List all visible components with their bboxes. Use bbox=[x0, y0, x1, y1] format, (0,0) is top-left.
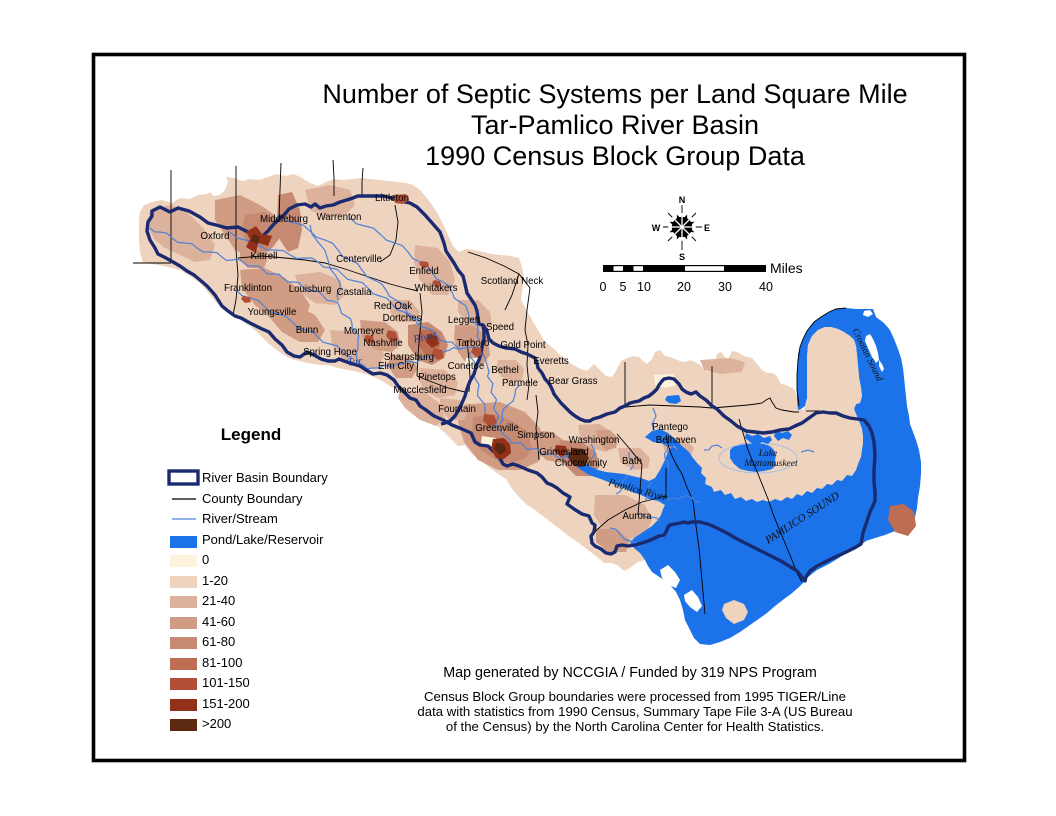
svg-text:Belhaven: Belhaven bbox=[656, 435, 696, 446]
svg-text:Scotland Neck: Scotland Neck bbox=[481, 276, 544, 287]
svg-text:Red Oak: Red Oak bbox=[374, 301, 412, 312]
svg-text:Speed: Speed bbox=[486, 322, 514, 333]
svg-text:61-80: 61-80 bbox=[202, 634, 235, 649]
svg-text:Centerville: Centerville bbox=[336, 254, 382, 265]
svg-text:Tar: Tar bbox=[347, 355, 364, 369]
svg-text:County Boundary: County Boundary bbox=[202, 491, 303, 506]
svg-text:101-150: 101-150 bbox=[202, 675, 250, 690]
svg-text:Greenville: Greenville bbox=[475, 423, 519, 434]
svg-text:Grimesland: Grimesland bbox=[539, 447, 589, 458]
svg-text:Pantego: Pantego bbox=[652, 422, 688, 433]
svg-text:E: E bbox=[704, 223, 710, 233]
svg-text:Enfield: Enfield bbox=[409, 266, 439, 277]
svg-text:40: 40 bbox=[759, 280, 773, 294]
svg-text:River/Stream: River/Stream bbox=[202, 511, 278, 526]
svg-text:Warrenton: Warrenton bbox=[317, 212, 362, 223]
svg-text:Miles: Miles bbox=[770, 260, 803, 276]
svg-text:1-20: 1-20 bbox=[202, 573, 228, 588]
svg-text:W: W bbox=[652, 223, 661, 233]
svg-text:Franklinton: Franklinton bbox=[224, 283, 272, 294]
svg-text:Bear Grass: Bear Grass bbox=[549, 376, 598, 387]
svg-text:Parmele: Parmele bbox=[502, 378, 538, 389]
svg-text:Whitakers: Whitakers bbox=[414, 283, 457, 294]
svg-text:20: 20 bbox=[677, 280, 691, 294]
svg-text:Littleton: Littleton bbox=[375, 193, 409, 204]
svg-text:1990 Census Block Group Data: 1990 Census Block Group Data bbox=[425, 141, 806, 171]
svg-text:Dortches: Dortches bbox=[383, 313, 422, 324]
svg-text:Census Block Group boundaries: Census Block Group boundaries were proce… bbox=[424, 689, 846, 704]
svg-text:Spring Hope: Spring Hope bbox=[303, 347, 357, 358]
svg-text:Tarboro: Tarboro bbox=[457, 338, 490, 349]
svg-text:Gold Point: Gold Point bbox=[500, 340, 546, 351]
svg-text:Leggett: Leggett bbox=[448, 315, 481, 326]
svg-text:41-60: 41-60 bbox=[202, 614, 235, 629]
svg-text:data with statistics from 1990: data with statistics from 1990 Census, S… bbox=[417, 704, 852, 719]
svg-text:0: 0 bbox=[600, 280, 607, 294]
svg-text:Chocowinity: Chocowinity bbox=[555, 458, 607, 469]
svg-text:Legend: Legend bbox=[221, 425, 281, 444]
svg-text:Bath: Bath bbox=[622, 456, 642, 467]
svg-text:Pond/Lake/Reservoir: Pond/Lake/Reservoir bbox=[202, 532, 324, 547]
svg-text:Everetts: Everetts bbox=[533, 356, 569, 367]
svg-text:S: S bbox=[679, 252, 685, 262]
svg-text:5: 5 bbox=[620, 280, 627, 294]
svg-text:Aurora: Aurora bbox=[622, 511, 652, 522]
svg-text:of the Census) by the North Ca: of the Census) by the North Carolina Cen… bbox=[446, 719, 824, 734]
svg-text:Castalia: Castalia bbox=[337, 287, 373, 298]
svg-text:Middleburg: Middleburg bbox=[260, 214, 308, 225]
svg-text:Sharpsburg: Sharpsburg bbox=[384, 352, 434, 363]
svg-text:River Basin Boundary: River Basin Boundary bbox=[202, 470, 328, 485]
svg-text:River: River bbox=[411, 328, 439, 346]
svg-text:Macclesfield: Macclesfield bbox=[393, 385, 446, 396]
svg-text:21-40: 21-40 bbox=[202, 593, 235, 608]
svg-text:Youngsville: Youngsville bbox=[248, 307, 297, 318]
svg-text:Mattamuskeet: Mattamuskeet bbox=[743, 459, 798, 469]
svg-text:Oxford: Oxford bbox=[200, 231, 229, 242]
svg-text:Kittrell: Kittrell bbox=[251, 251, 278, 262]
svg-text:N: N bbox=[679, 195, 686, 205]
svg-text:Map generated by NCCGIA / Fund: Map generated by NCCGIA / Funded by 319 … bbox=[443, 665, 817, 681]
svg-text:10: 10 bbox=[637, 280, 651, 294]
svg-text:Simpson: Simpson bbox=[517, 430, 555, 441]
svg-text:Nashville: Nashville bbox=[363, 338, 402, 349]
svg-text:Fountain: Fountain bbox=[438, 404, 476, 415]
svg-text:30: 30 bbox=[718, 280, 732, 294]
svg-text:81-100: 81-100 bbox=[202, 655, 242, 670]
svg-text:Conetoe: Conetoe bbox=[448, 361, 485, 372]
svg-text:Washington: Washington bbox=[569, 435, 620, 446]
svg-text:Bunn: Bunn bbox=[296, 325, 319, 336]
svg-text:Bethel: Bethel bbox=[491, 365, 518, 376]
svg-text:Elm City: Elm City bbox=[378, 361, 414, 372]
svg-text:Pinetops: Pinetops bbox=[418, 372, 456, 383]
svg-text:0: 0 bbox=[202, 552, 209, 567]
svg-text:Number of Septic Systems per L: Number of Septic Systems per Land Square… bbox=[322, 79, 907, 109]
svg-text:151-200: 151-200 bbox=[202, 696, 250, 711]
svg-text:Tar-Pamlico River Basin: Tar-Pamlico River Basin bbox=[471, 110, 759, 140]
svg-text:Momeyer: Momeyer bbox=[344, 326, 385, 337]
svg-text:>200: >200 bbox=[202, 716, 231, 731]
svg-text:Lake: Lake bbox=[758, 449, 777, 459]
svg-text:Louisburg: Louisburg bbox=[289, 284, 332, 295]
